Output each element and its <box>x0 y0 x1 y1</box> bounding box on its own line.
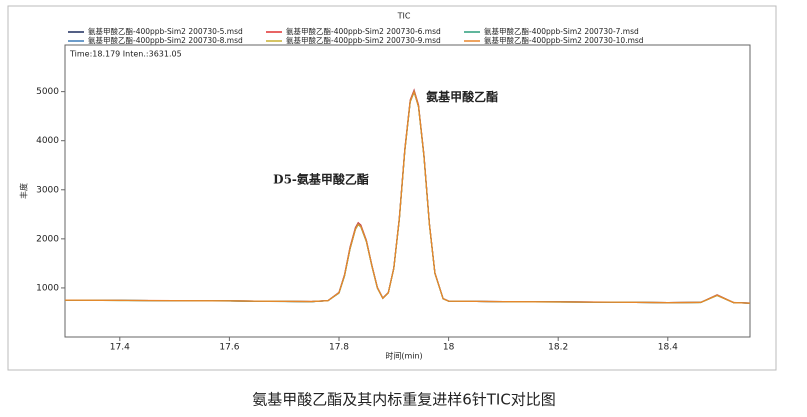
x-tick-label: 17.8 <box>329 343 349 353</box>
caption: 氨基甲酸乙酯及其内标重复进样6针TIC对比图 <box>252 391 556 409</box>
peak-label: D5-氨基甲酸乙酯 <box>273 172 369 187</box>
legend-label: 氨基甲酸乙酯-400ppb-Sim2 200730-6.msd <box>286 26 441 36</box>
x-tick-label: 18.2 <box>548 343 568 353</box>
legend-label: 氨基甲酸乙酯-400ppb-Sim2 200730-10.msd <box>484 35 644 45</box>
y-tick-label: 5000 <box>36 87 59 97</box>
series-line <box>64 89 751 304</box>
plot-frame <box>64 44 751 338</box>
legend-label: 氨基甲酸乙酯-400ppb-Sim2 200730-5.msd <box>88 26 243 36</box>
chart-frame <box>7 5 777 371</box>
legend-label: 氨基甲酸乙酯-400ppb-Sim2 200730-9.msd <box>286 35 441 45</box>
legend-label: 氨基甲酸乙酯-400ppb-Sim2 200730-7.msd <box>484 26 639 36</box>
peak-label: 氨基甲酸乙酯 <box>426 89 498 104</box>
cursor-info: Time:18.179 Inten.:3631.05 <box>69 50 182 59</box>
x-tick-label: 17.6 <box>219 343 239 353</box>
y-tick-label: 4000 <box>36 136 59 146</box>
y-tick-label: 3000 <box>36 185 59 195</box>
x-tick-label: 17.4 <box>110 343 130 353</box>
chart-title: TIC <box>397 12 411 21</box>
legend-label: 氨基甲酸乙酯-400ppb-Sim2 200730-8.msd <box>88 35 243 45</box>
x-axis-label: 时间(min) <box>385 351 422 361</box>
y-axis-label: 丰度 <box>19 183 29 199</box>
y-tick-label: 2000 <box>36 234 59 244</box>
x-tick-label: 18.4 <box>658 343 678 353</box>
y-tick-label: 1000 <box>36 283 59 293</box>
x-tick-label: 18 <box>443 343 455 353</box>
